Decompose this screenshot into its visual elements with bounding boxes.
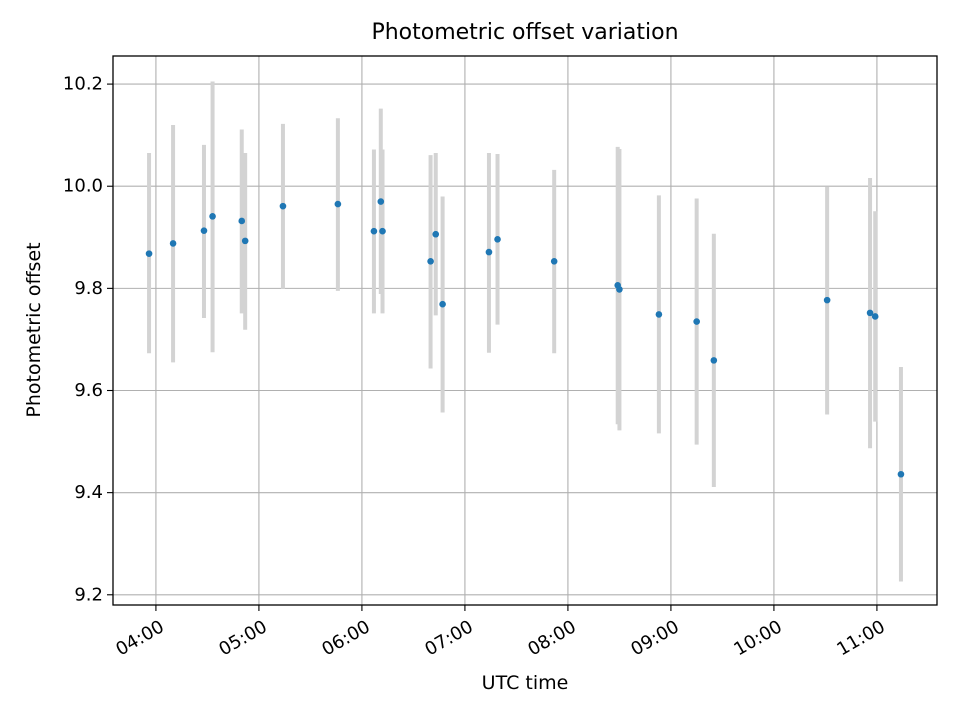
y-axis-label: Photometric offset xyxy=(23,242,45,418)
x-tick-label: 06:00 xyxy=(318,616,373,660)
x-tick-label: 05:00 xyxy=(215,616,270,660)
data-point xyxy=(432,230,440,238)
data-point xyxy=(377,198,385,205)
x-axis-ticks: 04:00 05:00 06:00 07:00 08:00 09:00 10:00 11:00 xyxy=(112,605,889,660)
data-point xyxy=(145,250,153,257)
data-point xyxy=(710,357,718,364)
plot-background xyxy=(113,56,937,605)
data-point xyxy=(379,227,386,235)
data-point xyxy=(897,470,905,478)
y-axis-ticks: 9.2 9.4 9.6 9.8 10.0 10.2 xyxy=(63,74,113,605)
data-point xyxy=(693,318,700,325)
data-point xyxy=(169,240,177,247)
data-point xyxy=(823,296,831,304)
data-points xyxy=(145,198,905,478)
chart-title: Photometric offset variation xyxy=(371,20,679,45)
data-point xyxy=(427,258,434,265)
data-point xyxy=(334,200,342,208)
data-point xyxy=(439,300,446,308)
data-point xyxy=(238,217,246,225)
grid-lines xyxy=(113,56,937,605)
x-axis-label: UTC time xyxy=(481,672,569,694)
data-point xyxy=(241,237,249,245)
data-point xyxy=(494,236,501,243)
x-tick-label: 09:00 xyxy=(627,616,682,660)
data-point xyxy=(200,227,208,234)
data-point xyxy=(871,313,879,320)
y-tick-label: 9.6 xyxy=(74,380,103,401)
plot-frame xyxy=(112,55,938,606)
x-tick-label: 08:00 xyxy=(524,616,579,660)
x-tick-label: 10:00 xyxy=(730,616,785,660)
x-tick-label: 11:00 xyxy=(833,616,888,660)
data-point xyxy=(209,213,216,220)
data-point xyxy=(616,286,623,293)
y-tick-label: 9.8 xyxy=(74,278,103,299)
data-point xyxy=(550,258,558,265)
y-tick-label: 9.2 xyxy=(74,584,103,605)
x-tick-label: 07:00 xyxy=(421,616,476,660)
y-tick-label: 10.0 xyxy=(63,176,103,197)
data-point xyxy=(279,202,287,210)
y-tick-label: 9.4 xyxy=(74,482,103,503)
x-tick-label: 04:00 xyxy=(112,616,167,660)
y-tick-label: 10.2 xyxy=(63,74,103,95)
data-point xyxy=(485,248,493,256)
data-point xyxy=(655,311,663,318)
data-point xyxy=(866,309,874,317)
data-point xyxy=(370,227,378,235)
